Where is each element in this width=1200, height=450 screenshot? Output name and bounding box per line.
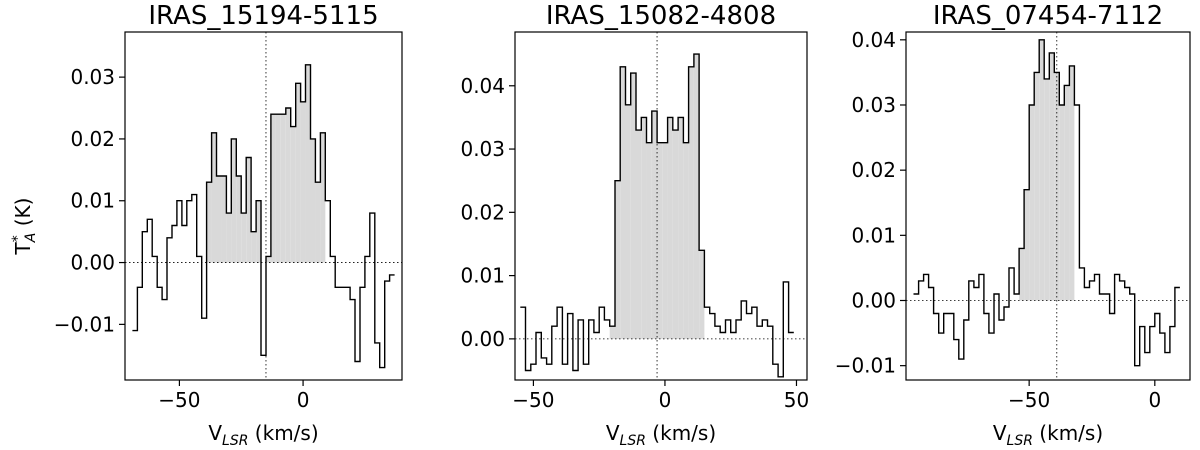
panel-title: IRAS_07454-7112 xyxy=(933,1,1163,31)
axes-frame xyxy=(514,31,808,381)
x-axis-label: VLSR (km/s) xyxy=(606,421,716,449)
panel-1: IRAS_15194-5115 −50 0 −0.01 0.00 0.01 0.02 0.03… xyxy=(10,1,403,449)
shaded-bin xyxy=(231,138,237,263)
x-tick-label: −50 xyxy=(158,388,200,412)
axes-frame xyxy=(905,31,1191,381)
shaded-bin xyxy=(265,256,271,263)
shaded-bin xyxy=(305,64,311,263)
shaded-bin xyxy=(657,142,663,339)
shaded-bin xyxy=(1054,72,1060,301)
x-tick-label: 0 xyxy=(659,388,672,412)
spectrum-step-line xyxy=(132,64,395,369)
y-tick-label: 0.00 xyxy=(70,251,115,275)
shaded-bin xyxy=(625,104,631,339)
shaded-bin xyxy=(251,231,257,263)
y-tick-label: 0.03 xyxy=(851,93,896,117)
shaded-bin xyxy=(1044,78,1050,301)
shaded-bin xyxy=(693,54,700,339)
panel-title: IRAS_15082-4808 xyxy=(546,1,776,31)
y-tick-label: 0.03 xyxy=(70,65,115,89)
shaded-bin xyxy=(678,117,684,339)
shaded-bin xyxy=(609,326,615,339)
panel-2: IRAS_15082-4808 −50 0 50 0.00 0.01 0.02 0.03 0.0… xyxy=(460,1,809,449)
y-tick-label: −0.01 xyxy=(835,354,896,378)
y-tick-label: 0.03 xyxy=(460,137,505,161)
shaded-bin xyxy=(620,66,626,339)
x-tick-label: −50 xyxy=(1008,388,1050,412)
shaded-bin xyxy=(636,130,642,339)
y-tick-label: 0.02 xyxy=(851,158,896,182)
shaded-bin xyxy=(310,138,316,263)
shaded-bin xyxy=(1029,104,1035,301)
shaded-bin xyxy=(295,83,301,263)
axes-frame xyxy=(124,31,403,381)
shaded-bin xyxy=(667,117,673,339)
y-tick-label: 0.00 xyxy=(460,327,505,351)
shaded-bin xyxy=(614,180,621,339)
y-tick-label: 0.02 xyxy=(460,200,505,224)
shaded-bin xyxy=(1039,39,1045,301)
shaded-bin xyxy=(662,142,668,339)
shaded-bin xyxy=(683,142,689,339)
shaded-bin xyxy=(206,182,212,263)
shaded-bin xyxy=(280,114,286,263)
shaded-bin xyxy=(1034,72,1040,301)
y-tick-label: −0.01 xyxy=(54,312,115,336)
shaded-bin xyxy=(216,176,222,263)
shaded-bin xyxy=(672,130,679,339)
x-axis-label: VLSR (km/s) xyxy=(993,421,1103,449)
shaded-bin xyxy=(236,176,242,263)
panel-title: IRAS_15194-5115 xyxy=(148,1,378,31)
shaded-bin xyxy=(646,142,652,339)
panel-3: IRAS_07454-7112 −50 0 −0.01 0.00 0.01 0.02 0.03… xyxy=(835,1,1191,449)
spectrum-step-line xyxy=(913,39,1180,367)
shaded-bin xyxy=(1069,65,1075,301)
shaded-bin xyxy=(246,157,252,263)
y-tick-label: 0.01 xyxy=(460,264,505,288)
shaded-bin xyxy=(1049,52,1055,301)
y-tick-label: 0.02 xyxy=(70,127,115,151)
y-tick-label: 0.04 xyxy=(851,28,896,52)
shaded-bin xyxy=(1059,104,1065,301)
shaded-bin xyxy=(651,111,658,339)
shaded-bin xyxy=(285,108,291,263)
shaded-bin xyxy=(300,101,306,263)
y-tick-label: 0.00 xyxy=(851,288,896,312)
shaded-bin xyxy=(275,114,281,263)
x-tick-label: 50 xyxy=(784,388,809,412)
shaded-bin xyxy=(241,213,247,263)
shaded-bin xyxy=(221,176,227,263)
shaded-bin xyxy=(630,73,637,339)
x-tick-label: −50 xyxy=(512,388,554,412)
y-tick-label: 0.01 xyxy=(70,189,115,213)
shaded-bin xyxy=(688,66,694,339)
shaded-bin xyxy=(320,132,326,263)
y-tick-label: 0.04 xyxy=(460,74,505,98)
y-axis-label: T*A (K) xyxy=(10,198,39,256)
shaded-bin xyxy=(290,126,296,263)
x-tick-label: 0 xyxy=(1148,388,1161,412)
shaded-bin xyxy=(1064,85,1070,301)
shaded-bin xyxy=(641,117,647,339)
shaded-bin xyxy=(699,250,705,339)
shaded-bin xyxy=(226,213,232,263)
shaded-bin xyxy=(270,114,276,263)
shaded-bin xyxy=(315,182,321,263)
shaded-bin xyxy=(211,132,217,263)
y-tick-label: 0.01 xyxy=(851,223,896,247)
spectrum-step-line xyxy=(520,53,794,378)
shaded-bin xyxy=(256,200,262,263)
shaded-bin xyxy=(1019,248,1025,301)
shaded-bin xyxy=(1024,189,1030,301)
x-axis-label: VLSR (km/s) xyxy=(208,421,318,449)
x-tick-label: 0 xyxy=(297,388,310,412)
